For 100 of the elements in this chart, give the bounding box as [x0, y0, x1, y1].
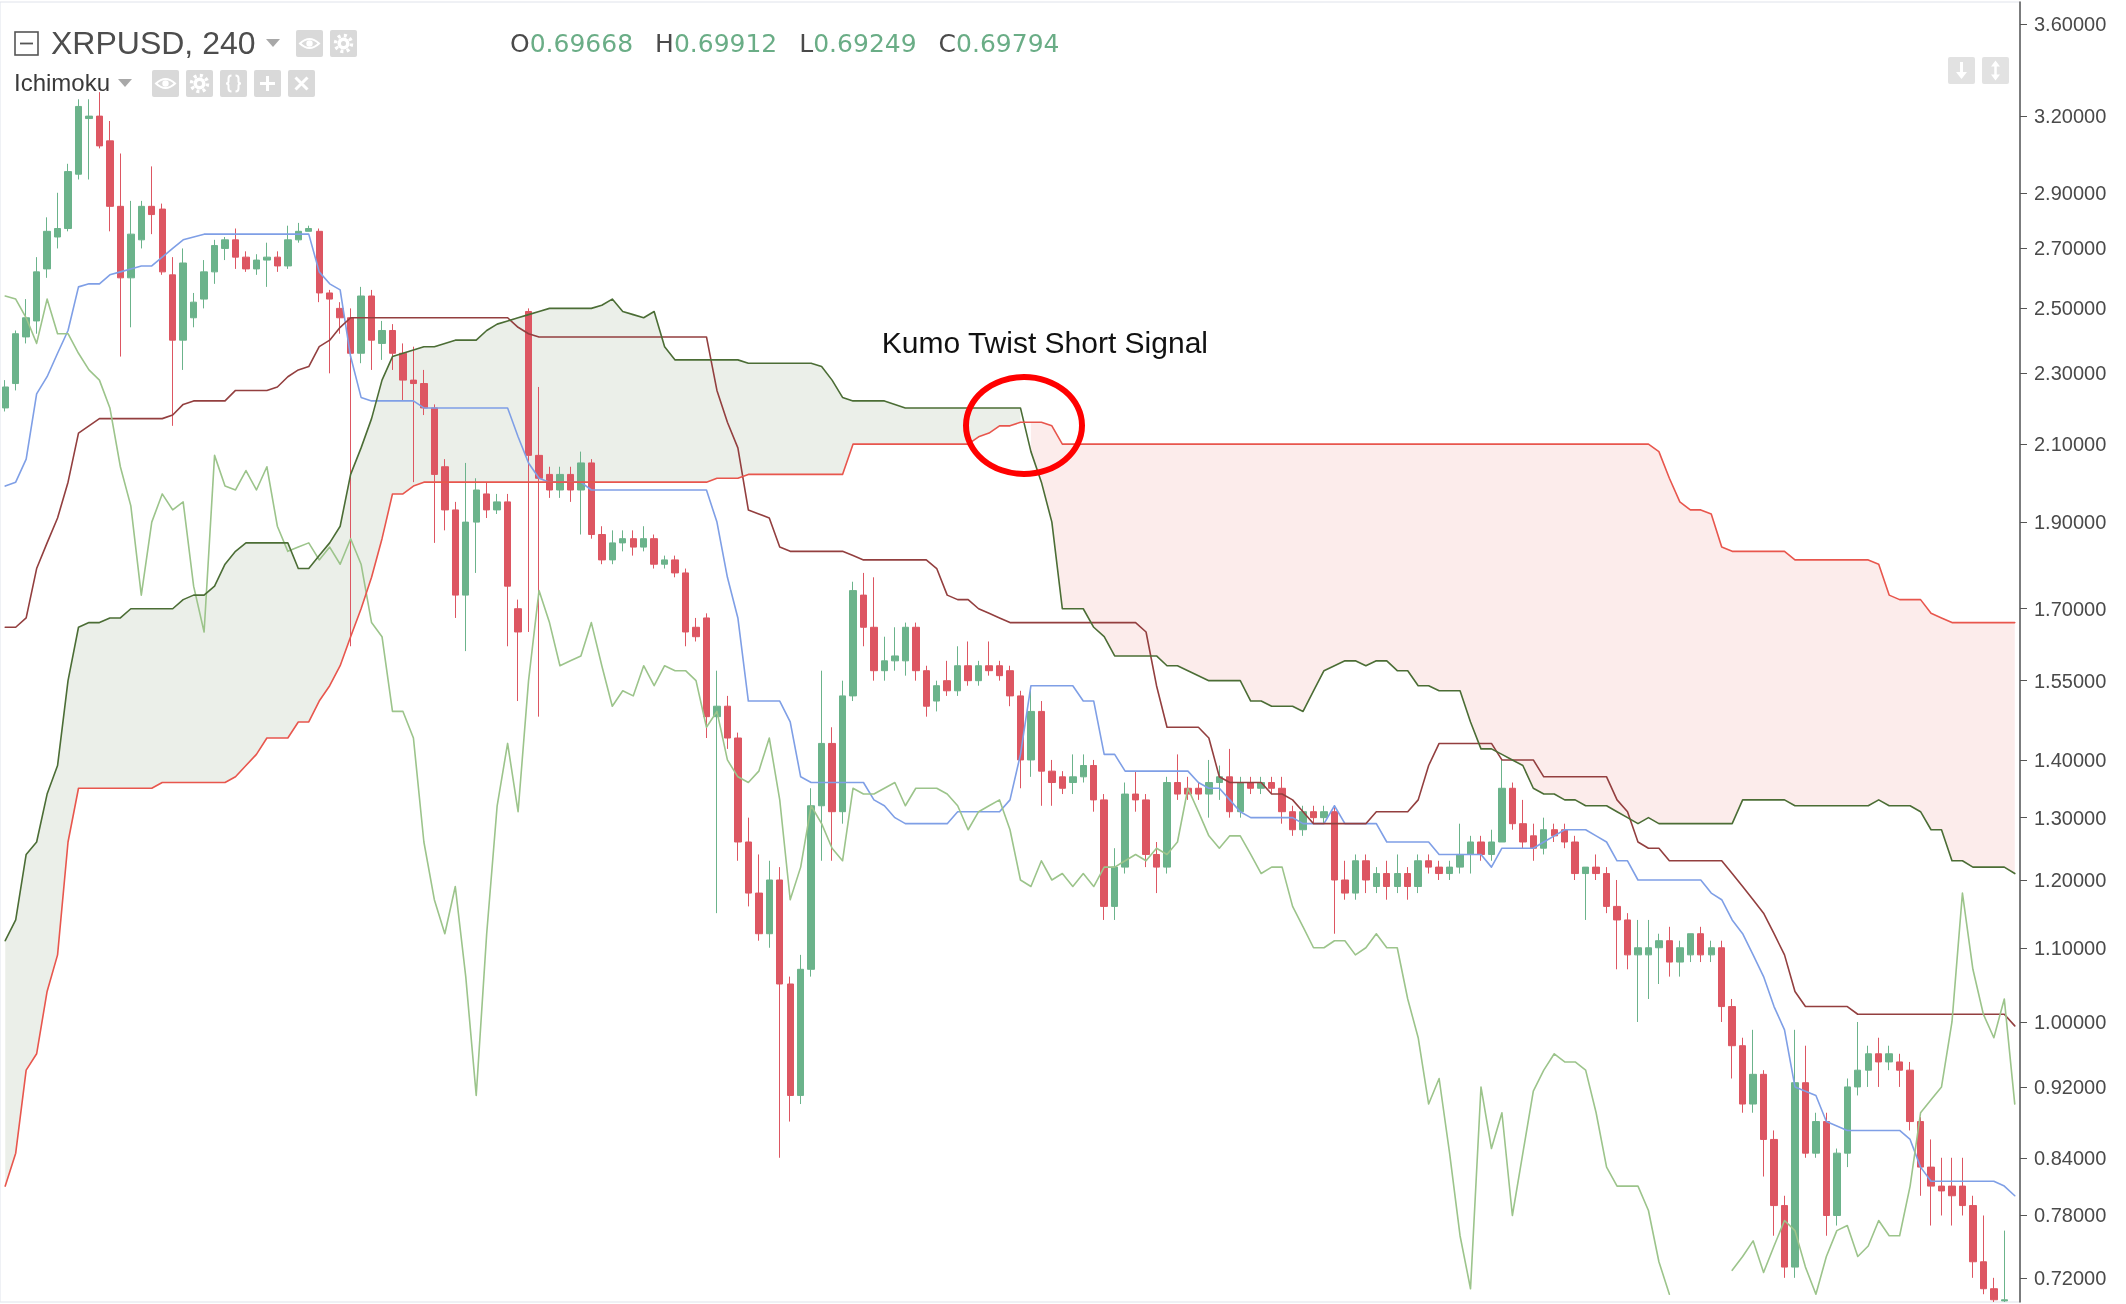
candlestick: [588, 458, 595, 540]
text: XRPUSD, 240: [51, 25, 256, 61]
candlestick: [1854, 1021, 1861, 1096]
candlestick: [1875, 1037, 1882, 1088]
candlestick: [1456, 823, 1464, 875]
candlestick: [1153, 841, 1160, 894]
candlestick: [1948, 1157, 1956, 1227]
candlestick: [420, 369, 428, 416]
candlestick: [1927, 1138, 1935, 1227]
line-series: [4, 233, 2016, 1197]
candlestick: [452, 501, 459, 619]
candlestick: [1540, 817, 1547, 855]
candlestick: [881, 636, 888, 682]
candlestick: [1791, 1029, 1799, 1279]
candlestick: [211, 239, 218, 285]
candlestick: [1613, 879, 1621, 970]
candlestick: [1038, 700, 1045, 807]
candlestick: [525, 307, 532, 633]
candlestick: [1362, 853, 1370, 894]
candlestick: [2, 379, 9, 412]
candlestick: [410, 346, 417, 483]
candlestick: [671, 555, 679, 578]
candlestick: [1760, 1069, 1767, 1178]
y-tick-label: 2.70000: [2034, 237, 2107, 260]
candlestick: [64, 163, 72, 232]
candlestick: [1571, 835, 1579, 881]
candlestick: [159, 203, 166, 276]
candlestick: [1624, 912, 1631, 970]
candlestick: [1205, 759, 1213, 819]
y-tick-label: 0.78000: [2034, 1204, 2107, 1227]
candlestick: [1414, 853, 1422, 894]
candlestick: [1739, 1037, 1746, 1114]
candlestick: [797, 954, 804, 1105]
y-tick-label: 2.30000: [2034, 362, 2107, 385]
y-tick-label: 1.10000: [2034, 936, 2107, 959]
candlestick: [860, 572, 867, 647]
candlestick: [1728, 998, 1736, 1080]
y-tick-label: 3.20000: [2034, 105, 2107, 128]
candlestick: [1938, 1157, 1945, 1216]
candlestick: [12, 329, 19, 391]
candlestick: [1582, 866, 1589, 921]
y-tick-label: 2.10000: [2034, 433, 2107, 456]
y-tick-label: 0.72000: [2034, 1266, 2107, 1289]
y-tick-label: 1.90000: [2034, 511, 2107, 534]
candlestick: [1446, 860, 1453, 881]
candlestick: [284, 225, 292, 270]
candlestick: [399, 342, 407, 402]
candlestick: [378, 320, 386, 361]
candlestick: [514, 599, 522, 702]
candlestick: [221, 236, 229, 261]
y-tick-label: 1.20000: [2034, 869, 2107, 891]
y-tick-label: 0.84000: [2034, 1146, 2107, 1169]
candlestick: [1331, 805, 1338, 935]
candlestick: [1195, 782, 1202, 801]
candlestick: [1394, 853, 1401, 894]
candlestick: [483, 481, 490, 519]
candlestick: [745, 817, 752, 907]
candlestick: [1980, 1214, 1987, 1295]
y-tick-label: 1.40000: [2034, 748, 2107, 771]
y-tick-label: 1.00000: [2034, 1010, 2107, 1033]
candlestick: [1467, 835, 1474, 875]
candlestick: [640, 525, 647, 552]
candlestick: [1059, 770, 1066, 795]
candlestick: [1498, 759, 1506, 843]
candlestick: [713, 670, 721, 914]
candlestick: [326, 289, 333, 374]
candlestick: [462, 462, 469, 652]
candlestick: [96, 91, 103, 149]
candlestick: [1917, 1116, 1924, 1197]
candlestick: [504, 493, 511, 647]
candlestick: [1163, 776, 1171, 875]
candlestick: [389, 323, 396, 371]
candlestick: [1561, 823, 1568, 849]
candlestick: [776, 866, 783, 1159]
candlestick: [242, 250, 250, 273]
candlestick: [891, 626, 899, 672]
candlestick: [943, 660, 951, 697]
candlestick: [734, 732, 742, 862]
candlestick: [1320, 805, 1328, 825]
candlestick: [828, 726, 836, 862]
candlestick: [1959, 1157, 1966, 1216]
candlestick: [755, 853, 763, 942]
candlestick: [316, 228, 323, 303]
candlestick: [703, 612, 710, 739]
candlestick: [1969, 1195, 1977, 1279]
candlestick: [1530, 823, 1537, 862]
candlestick: [347, 307, 354, 647]
candlestick: [1121, 782, 1129, 875]
candlestick: [682, 568, 689, 647]
candlestick: [1237, 776, 1244, 819]
candlestick: [106, 120, 114, 232]
y-tick-label: 1.30000: [2034, 806, 2107, 829]
candlestick: [493, 493, 501, 515]
candlestick: [2001, 1230, 2008, 1303]
candlestick: [1802, 1045, 1809, 1159]
line-series: [4, 421, 2016, 1187]
candlestick: [1823, 1112, 1830, 1237]
candlestick: [1174, 753, 1181, 801]
candlestick: [127, 200, 135, 328]
candlestick: [975, 660, 982, 687]
